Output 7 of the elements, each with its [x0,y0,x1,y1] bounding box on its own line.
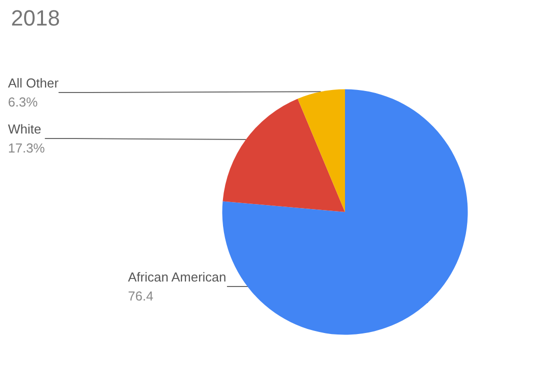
data-label: 17.3% [8,140,46,156]
chart-title: 2018 [11,6,60,30]
data-label: 6.3% [8,94,38,110]
slice-label: White [8,122,42,136]
slice-label: All Other [8,76,60,90]
data-label: 76.4 [128,288,154,304]
slice-label: African American [128,270,226,284]
